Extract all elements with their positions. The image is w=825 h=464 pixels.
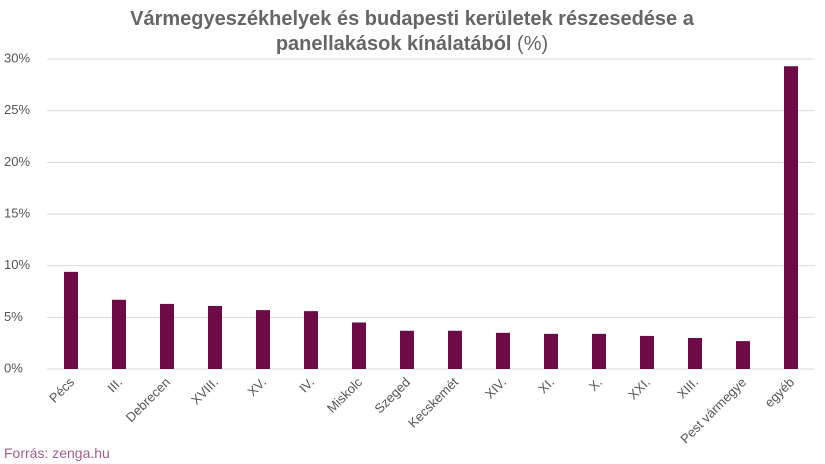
- x-tick-label: IV.: [296, 375, 317, 396]
- bar: [448, 330, 462, 369]
- y-tick-label: 15%: [4, 205, 30, 220]
- x-tick-label: Miskolc: [324, 374, 366, 416]
- x-tick-label: X.: [586, 375, 605, 394]
- bar: [400, 330, 414, 369]
- bar: [640, 335, 654, 369]
- bar: [256, 310, 270, 369]
- x-tick-label: egyéb: [761, 375, 797, 411]
- bar: [304, 311, 318, 369]
- bar: [784, 66, 798, 369]
- x-tick-label: XV.: [245, 375, 270, 400]
- bar: [64, 271, 78, 369]
- y-tick-label: 20%: [4, 154, 30, 169]
- y-tick-label: 10%: [4, 257, 30, 272]
- x-tick-label: XXI.: [625, 375, 653, 403]
- x-tick-label: XIV.: [482, 375, 509, 402]
- x-tick-label: III.: [104, 375, 125, 396]
- bar: [160, 303, 174, 369]
- y-tick-label: 0%: [4, 360, 23, 375]
- bar: [592, 333, 606, 369]
- bar: [544, 333, 558, 369]
- x-tick-label: Debrecen: [123, 375, 173, 425]
- y-tick-label: 5%: [4, 309, 23, 324]
- bar: [112, 299, 126, 369]
- chart-title: panellakások kínálatából: [276, 33, 512, 55]
- y-tick-label: 25%: [4, 102, 30, 117]
- title-unit: (%): [517, 33, 548, 55]
- x-tick-label: XVIII.: [188, 375, 221, 408]
- chart-title: panellakások kínálatából (%): [276, 33, 548, 55]
- x-tick-label: Pécs: [46, 374, 77, 405]
- source: Forrás: zenga.hu: [4, 445, 110, 461]
- x-tick-label: XIII.: [674, 375, 701, 402]
- bar: [208, 305, 222, 369]
- bar: [496, 332, 510, 369]
- y-tick-label: 30%: [4, 50, 30, 65]
- x-tick-label: XI.: [535, 375, 557, 397]
- x-tick-label: Kecskemét: [405, 374, 461, 430]
- x-tick-label: Szeged: [371, 375, 413, 417]
- bar: [352, 322, 366, 369]
- bar: [736, 341, 750, 369]
- chart-title: Vármegyeszékhelyek és budapesti kerülete…: [130, 8, 695, 30]
- bar: [688, 338, 702, 369]
